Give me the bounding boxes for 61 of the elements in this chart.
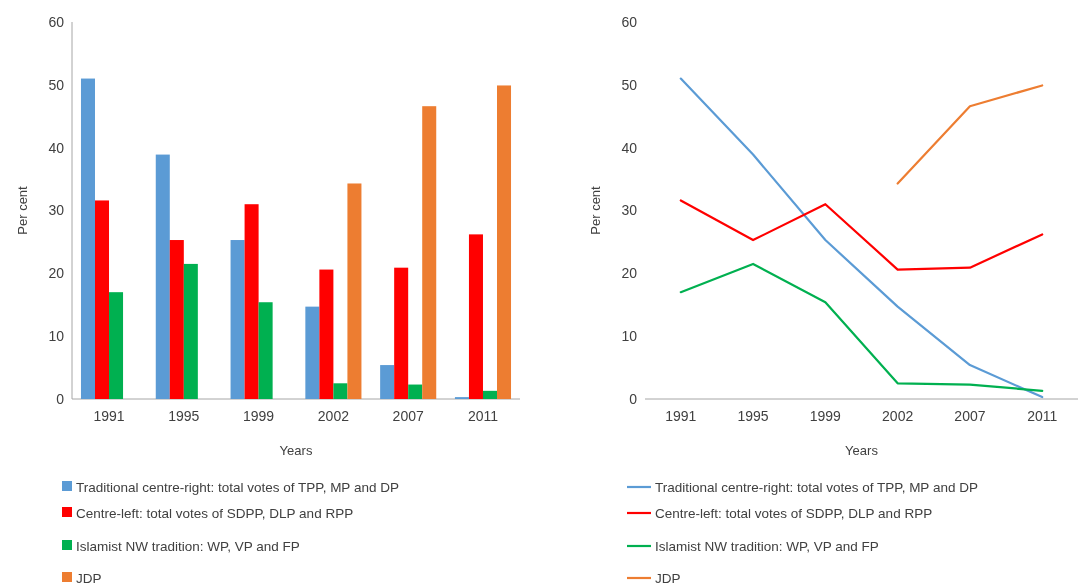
legend-label: Traditional centre-right: total votes of TPP, MP and DP (655, 479, 978, 495)
x-tick-label: 2011 (1027, 408, 1058, 424)
bar (109, 292, 124, 399)
y-tick-label: 60 (48, 13, 65, 30)
x-tick-label: 2011 (467, 408, 499, 424)
legend-label: Traditional centre-right: total votes of TPP, MP and DP (76, 479, 399, 495)
legend-label: Islamist NW tradition: WP, VP and FP (76, 538, 300, 554)
x-tick-label: 2002 (882, 408, 914, 424)
bar (394, 267, 409, 399)
y-tick-label: 30 (48, 202, 65, 219)
legend-label: Centre-left: total votes of SDPP, DLP and RPP (76, 505, 354, 521)
bar (497, 85, 512, 399)
x-axis-title: Years (845, 443, 879, 458)
bar (80, 78, 95, 399)
bar (422, 106, 437, 399)
y-tick-label: 0 (629, 390, 638, 407)
bar (482, 390, 497, 399)
bar (155, 154, 170, 399)
legend-label: Centre-left: total votes of SDPP, DLP and RPP (655, 505, 933, 521)
x-tick-label: 1991 (665, 408, 697, 424)
y-tick-label: 50 (621, 76, 638, 93)
line-series (679, 199, 1044, 271)
legend-label: Islamist NW tradition: WP, VP and FP (655, 538, 879, 554)
bar (305, 306, 320, 399)
bar (333, 383, 348, 399)
y-tick-label: 40 (621, 139, 638, 156)
bar (347, 183, 362, 399)
x-tick-label: 2007 (954, 408, 986, 424)
bar (169, 240, 184, 399)
legend-label: JDP (655, 570, 681, 585)
y-tick-label: 20 (621, 265, 638, 282)
bar (380, 365, 395, 399)
legend-label: JDP (76, 570, 102, 585)
x-tick-label: 1991 (93, 408, 125, 424)
bar (258, 302, 273, 399)
y-axis-title: Per cent (15, 185, 30, 235)
y-tick-label: 10 (621, 328, 638, 345)
y-tick-label: 50 (48, 76, 65, 93)
bar (95, 200, 110, 399)
y-tick-label: 20 (48, 265, 65, 282)
y-tick-label: 10 (48, 328, 65, 345)
y-tick-label: 30 (621, 202, 638, 219)
bar (319, 269, 334, 399)
line-series (679, 77, 1044, 399)
x-tick-label: 1995 (737, 408, 769, 424)
y-tick-label: 60 (621, 13, 638, 30)
x-tick-label: 1999 (243, 408, 275, 424)
x-tick-label: 2007 (392, 408, 424, 424)
x-tick-label: 1999 (809, 408, 842, 424)
x-tick-label: 1995 (168, 408, 200, 424)
bar (468, 234, 483, 399)
bar (183, 263, 198, 399)
y-axis-title: Per cent (588, 185, 603, 235)
line-series (679, 262, 1044, 392)
x-tick-label: 2002 (317, 408, 350, 424)
y-tick-label: 0 (56, 390, 65, 407)
bar (230, 240, 245, 399)
y-tick-label: 40 (48, 139, 65, 156)
x-axis-title: Years (279, 443, 313, 458)
bar (244, 204, 259, 399)
bar (408, 384, 423, 399)
